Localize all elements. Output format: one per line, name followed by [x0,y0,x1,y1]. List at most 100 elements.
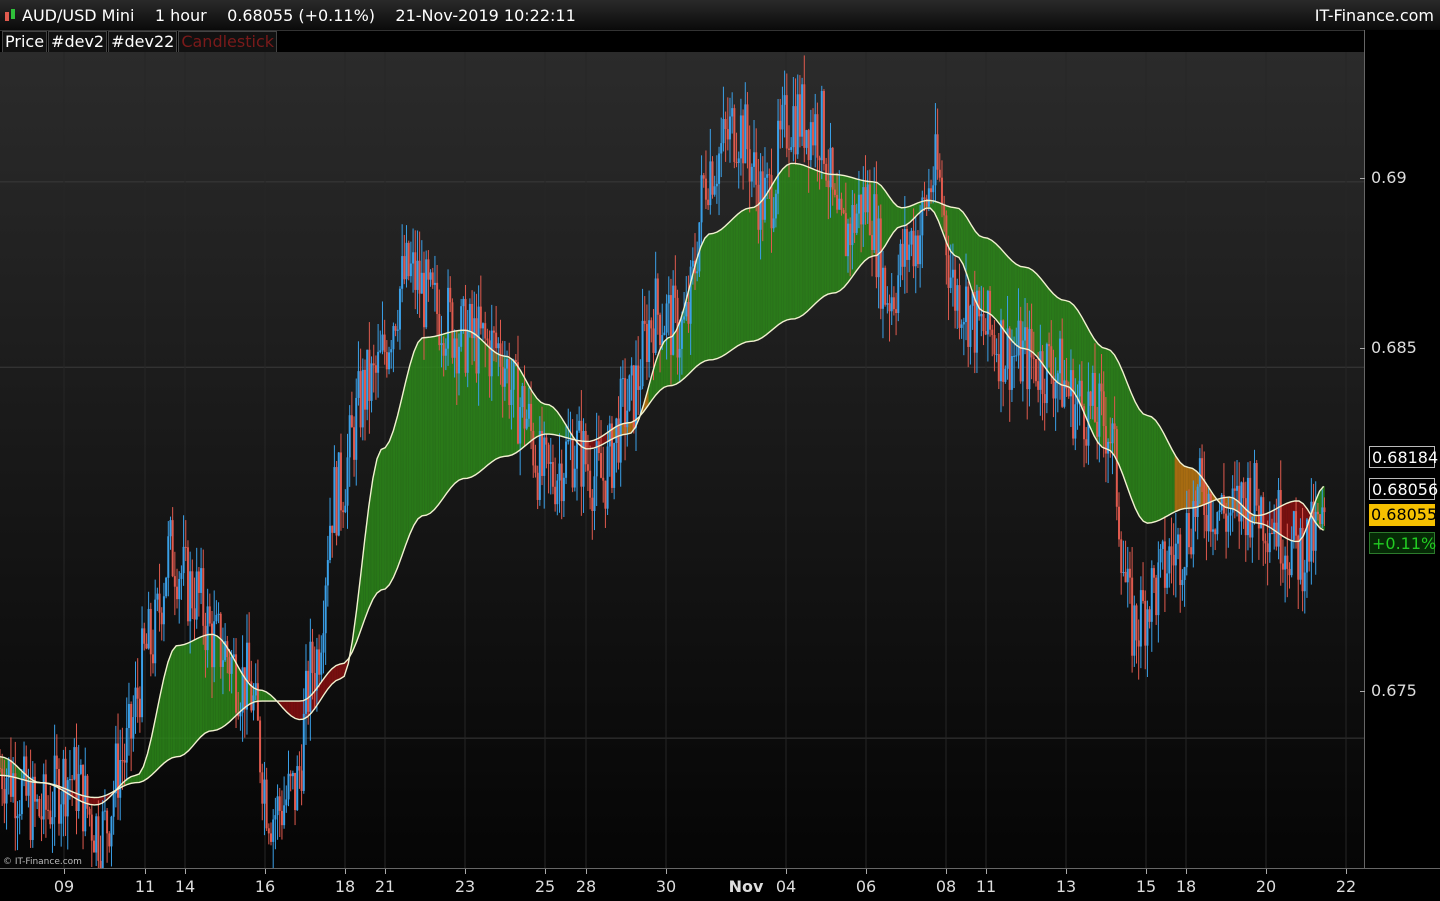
candle-body [1249,477,1252,538]
candle-body [999,320,1002,382]
x-tick-label: 28 [575,877,597,896]
candle-body [318,649,321,675]
candle-body [178,578,181,600]
candle-body [641,320,644,387]
tab-price[interactable]: Price [2,31,48,53]
tab-dev2[interactable]: #dev2 [48,31,108,53]
candle-body [565,441,568,478]
indicator-tabs: Price #dev2 #dev22 Candlestick [2,31,278,53]
candle-body [1098,383,1101,437]
candle-body [359,371,362,428]
candle-body [77,773,80,812]
candle-body [757,184,760,230]
candle-body [14,773,17,819]
candle-body [864,187,867,213]
x-tick-label: 15 [1135,877,1157,896]
candle-body [270,833,273,842]
candle-body [1271,532,1273,535]
candle-body [847,223,849,257]
candle-body [353,427,356,460]
candle-body [665,303,668,333]
candle-body [989,290,992,330]
candle-body [1238,485,1241,522]
candle-body [1308,519,1311,562]
candle-body [64,758,67,817]
candle-body [235,654,238,713]
candle-body [938,169,941,178]
candle-body [613,442,616,488]
candle-body [409,263,412,277]
candle-body [919,235,922,265]
candle-body [899,243,902,276]
candle-body [1290,540,1293,576]
candle-body [1196,486,1199,517]
candle-body [733,108,736,163]
candle-body [490,330,493,377]
x-tick-mark [586,869,587,874]
candle-body [580,420,583,487]
candle-body [1314,511,1317,551]
candle-body [333,467,336,533]
candle-body [912,230,915,267]
candle-body [582,430,585,487]
candle-body [477,306,480,374]
candle-body [1288,568,1291,576]
candle-body [466,331,469,373]
candle-body [71,779,74,781]
chart-title: AUD/USD Mini 1 hour 0.68055 (+0.11%) 21-… [22,6,576,25]
candle-body [309,641,312,712]
candle-body [486,338,489,341]
candle-body [388,352,391,370]
candle-body [724,119,727,130]
candle-body [818,157,821,161]
time-axis[interactable]: 09 11 14 16 18 21 23 25 28 30 Nov 04 06 … [0,868,1440,901]
candle-body [16,815,19,819]
candle-body [645,323,648,362]
candle-body [278,796,281,811]
candle-body [453,338,456,358]
candle-body [897,275,900,314]
candle-body [1299,527,1302,580]
tab-dev22[interactable]: #dev22 [108,31,178,53]
price-chart[interactable] [0,52,1364,868]
candle-body [901,243,904,267]
x-tick-label: 18 [334,877,356,896]
candle-body [892,297,895,310]
price-axis[interactable]: 0.69 0.685 0.675 0.68184 0.68056 0.68055… [1360,30,1440,868]
chart-plot[interactable] [0,52,1364,868]
candle-body [562,477,565,502]
candle-body [711,161,714,195]
candle-body [99,860,102,868]
candle-body [1181,579,1184,586]
candle-body [794,106,797,155]
x-tick-mark [786,869,787,874]
candle-body [62,758,65,805]
candle-body [761,171,764,220]
candle-body [1089,391,1092,406]
candle-body [731,108,734,117]
candle-body [578,420,581,431]
candle-body [339,452,342,511]
candle-body [221,660,224,667]
candle-body [1028,328,1031,390]
candle-body [506,359,509,369]
candle-body [1292,511,1295,541]
candle-body [704,178,707,200]
candle-body [208,606,211,624]
candle-body [276,796,279,816]
candle-body [812,122,815,146]
candle-body [503,368,506,387]
candle-body [940,177,943,205]
x-tick-label-month: Nov [728,877,764,896]
tab-candlestick[interactable]: Candlestick [178,31,278,53]
candle-body [1124,571,1127,583]
candle-body [589,470,592,498]
lower-band-price-label: 0.68056 [1369,478,1438,500]
candle-body [744,104,747,164]
candle-body [610,423,613,488]
candle-body [95,816,98,853]
candle-body [86,775,89,809]
candle-body [239,712,242,717]
candle-body [973,291,976,353]
candle-body [978,290,981,317]
